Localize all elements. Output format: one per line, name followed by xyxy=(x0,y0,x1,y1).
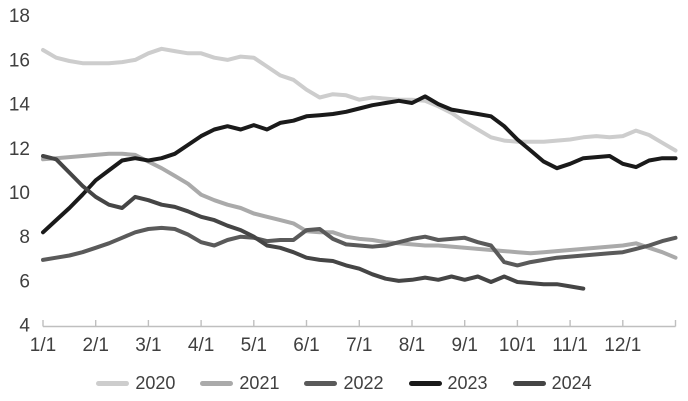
legend-item-2022: 2022 xyxy=(304,373,384,393)
legend-item-2024: 2024 xyxy=(512,373,592,393)
line-chart-svg: 18 16 14 12 10 8 6 41/1 2/1 3/1 4/1 5/1 6/1 7/1 8/1 9/1… xyxy=(9,6,678,356)
y-axis-label: 14 xyxy=(9,95,31,116)
legend-item-2020: 2020 xyxy=(96,374,175,392)
y-axis-label: 16 xyxy=(9,50,30,71)
y-axis-label: 6 xyxy=(19,271,30,292)
series-line-2023 xyxy=(41,94,678,235)
legend-label-2024: 2024 xyxy=(551,373,592,393)
x-axis-label: 12/1 xyxy=(604,335,641,356)
legend-label-2021: 2021 xyxy=(239,373,280,393)
legend-swatch-2023 xyxy=(408,380,442,386)
series-line-2020 xyxy=(41,46,678,153)
y-axis-label: 12 xyxy=(9,139,30,160)
x-axis-label: 3/1 xyxy=(135,335,161,356)
y-axis-label: 10 xyxy=(9,183,30,204)
y-axis-label: 18 xyxy=(9,6,30,27)
chart-legend: 2020 2021 2022 2023 2024 xyxy=(0,374,688,392)
x-axis-label: 9/1 xyxy=(451,335,477,356)
legend-label-2022: 2022 xyxy=(343,373,384,393)
x-axis-label: 6/1 xyxy=(293,335,319,356)
legend-label-2023: 2023 xyxy=(447,373,488,393)
legend-item-2021: 2021 xyxy=(200,374,279,392)
series-line-2022 xyxy=(41,225,678,268)
x-axis-label: 11/1 xyxy=(552,335,588,356)
series-line-2024 xyxy=(41,154,586,291)
legend-swatch-2020 xyxy=(96,380,130,386)
x-axis-label: 4/1 xyxy=(188,335,214,356)
x-axis-label: 5/1 xyxy=(241,335,267,356)
legend-swatch-2022 xyxy=(304,380,338,386)
x-axis-label: 10/1 xyxy=(499,335,536,356)
x-axis-label: 1/1 xyxy=(30,335,56,356)
legend-item-2023: 2023 xyxy=(408,373,488,393)
x-axis-label: 8/1 xyxy=(399,335,425,356)
legend-label-2020: 2020 xyxy=(135,373,176,393)
x-axis-label: 2/1 xyxy=(82,335,108,356)
series-line-2021 xyxy=(41,151,678,260)
x-axis-label: 7/1 xyxy=(346,335,372,356)
legend-swatch-2024 xyxy=(512,380,546,386)
y-axis-label: 8 xyxy=(19,227,30,248)
y-axis-label: 4 xyxy=(19,316,30,337)
legend-swatch-2021 xyxy=(200,380,234,386)
